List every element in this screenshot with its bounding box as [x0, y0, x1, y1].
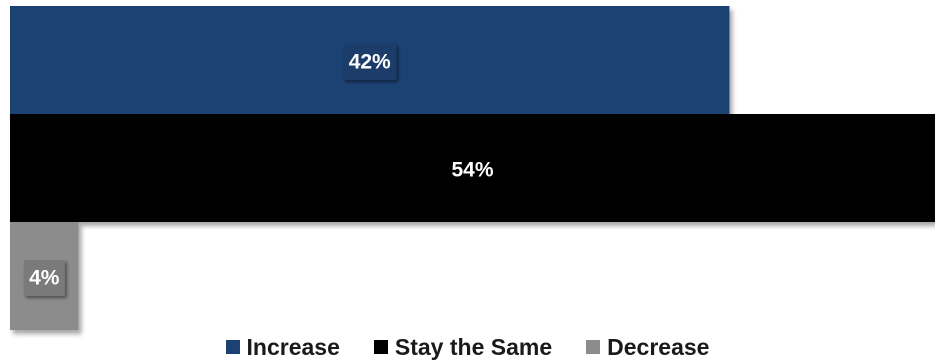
data-label-increase: 42% — [342, 44, 397, 80]
data-label-box-increase — [342, 44, 397, 80]
legend-swatch-increase — [225, 340, 240, 354]
data-label-text-increase: 42% — [349, 51, 391, 74]
legend-label-increase: Increase — [246, 333, 340, 360]
data-label-decrease: 4% — [23, 260, 65, 296]
legend-swatch-decrease — [586, 340, 601, 354]
legend-swatch-stay-the-same — [373, 340, 388, 354]
legend-item-increase: Increase — [225, 333, 340, 361]
data-label-text-stay-the-same: 54% — [451, 159, 493, 182]
legend-item-decrease: Decrease — [586, 334, 709, 361]
legend-label-stay-the-same: Stay the Same — [394, 333, 553, 360]
data-label-box-stay-the-same — [445, 152, 500, 188]
legend-label-decrease: Decrease — [607, 333, 710, 360]
data-label-stay-the-same: 54% — [445, 152, 500, 188]
legend-item-stay-the-same: Stay the Same — [373, 333, 553, 361]
data-label-box-decrease — [23, 260, 65, 296]
data-label-text-decrease: 4% — [29, 267, 60, 290]
legend: Increase Stay the Same Decrease — [0, 333, 935, 361]
data-labels-group: 42% 54% 4% — [23, 44, 500, 296]
